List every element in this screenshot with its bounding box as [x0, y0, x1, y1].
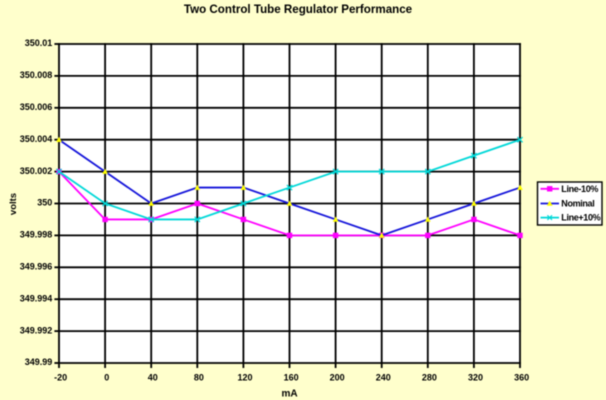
svg-text:350.01: 350.01: [25, 38, 53, 48]
svg-text:80: 80: [194, 373, 204, 383]
svg-text:160: 160: [284, 373, 299, 383]
svg-text:Nominal: Nominal: [561, 199, 594, 209]
svg-text:350.002: 350.002: [20, 166, 53, 176]
svg-text:280: 280: [422, 373, 437, 383]
svg-text:349.992: 349.992: [20, 325, 53, 335]
svg-text:349.996: 349.996: [20, 262, 53, 272]
svg-text:350: 350: [37, 198, 52, 208]
svg-text:350.004: 350.004: [20, 134, 53, 144]
svg-text:349.99: 349.99: [25, 357, 53, 367]
svg-text:240: 240: [376, 373, 391, 383]
svg-text:200: 200: [330, 373, 345, 383]
svg-text:350.006: 350.006: [20, 102, 53, 112]
svg-text:-20: -20: [54, 373, 67, 383]
svg-text:120: 120: [237, 373, 252, 383]
svg-text:Two Control Tube Regulator Per: Two Control Tube Regulator Performance: [184, 3, 413, 16]
svg-text:Line+10%: Line+10%: [561, 213, 600, 223]
svg-text:40: 40: [148, 373, 158, 383]
svg-text:360: 360: [514, 373, 529, 383]
svg-text:349.998: 349.998: [20, 230, 53, 240]
svg-text:320: 320: [468, 373, 483, 383]
svg-text:0: 0: [104, 373, 109, 383]
svg-text:volts: volts: [8, 193, 19, 215]
svg-text:Line-10%: Line-10%: [561, 184, 598, 194]
svg-text:350.008: 350.008: [20, 70, 53, 80]
svg-text:349.994: 349.994: [20, 293, 53, 303]
svg-text:mA: mA: [281, 389, 297, 400]
